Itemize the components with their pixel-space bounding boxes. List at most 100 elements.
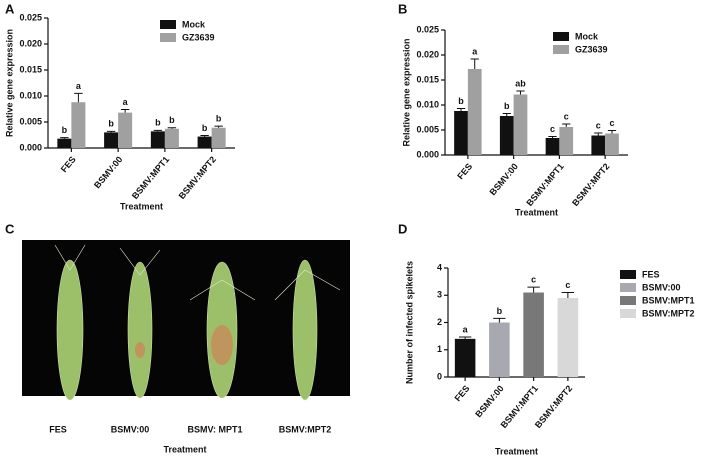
bar: [545, 138, 560, 155]
x-axis-label: Treatment: [120, 201, 163, 211]
bar: [499, 116, 514, 155]
y-tick-label: 1: [437, 344, 442, 354]
bar: [118, 112, 133, 148]
bar: [591, 135, 606, 155]
bar: [57, 138, 72, 148]
error-bar: [607, 130, 617, 134]
bar: [211, 127, 226, 148]
significance-letter: ab: [515, 78, 526, 88]
legend-label: BSMV:MPT2: [642, 308, 695, 318]
legend-label: BSMV:00: [642, 282, 681, 292]
significance-letter: c: [564, 111, 569, 121]
spike: [56, 259, 318, 401]
photo-xlabel: Treatment: [163, 444, 206, 454]
y-tick-label: 0.000: [416, 149, 439, 159]
significance-letter: c: [531, 274, 536, 284]
error-bar: [106, 130, 116, 133]
error-bar: [470, 58, 479, 69]
significance-letter: c: [596, 120, 601, 130]
legend-swatch: [620, 283, 636, 292]
significance-letter: b: [216, 114, 222, 124]
significance-letter: a: [463, 324, 469, 334]
error-bar: [120, 109, 130, 113]
bar: [150, 131, 165, 148]
y-tick-label: 0.020: [19, 38, 42, 48]
significance-letter: b: [504, 101, 510, 111]
error-bar: [548, 136, 557, 138]
y-tick-label: 0: [437, 371, 442, 381]
error-bar: [153, 129, 163, 132]
y-tick-label: 3: [437, 290, 442, 300]
significance-letter: b: [108, 119, 114, 129]
error-bar: [74, 92, 83, 103]
legend-swatch: [160, 20, 176, 29]
error-bar: [167, 127, 177, 129]
significance-letter: b: [169, 115, 175, 125]
error-bar: [493, 317, 506, 323]
y-tick-label: 0.000: [19, 142, 42, 152]
error-bar: [527, 286, 540, 293]
bar: [164, 128, 179, 148]
bar: [559, 127, 574, 155]
error-bar: [502, 113, 511, 116]
error-bar: [456, 108, 466, 111]
bar: [513, 94, 528, 155]
bar: [454, 111, 468, 155]
legend-label: BSMV:MPT1: [642, 295, 695, 305]
x-tick-label: BSMV:MPT2: [177, 154, 218, 201]
panel-label: A: [5, 1, 15, 16]
error-bar: [548, 136, 557, 138]
significance-letter: c: [565, 280, 570, 290]
y-tick-label: 0.010: [19, 90, 42, 100]
bar: [454, 338, 476, 377]
significance-letter: c: [609, 118, 614, 128]
bar: [104, 132, 119, 148]
error-bar: [594, 132, 603, 136]
y-tick-label: 0.015: [416, 74, 439, 84]
x-axis-label: Treatment: [495, 446, 538, 456]
y-axis-label: Relative gene expression: [4, 29, 14, 137]
y-tick-label: 0.015: [19, 64, 42, 74]
legend-swatch: [620, 270, 636, 279]
photo-panel: C FES BSMV:00 BSMV: MPT1 BSMV:MPT2 Treat…: [5, 221, 350, 454]
x-tick-label: FES: [453, 383, 472, 403]
photo-label: BSMV: MPT1: [187, 424, 242, 434]
x-tick-label: BSMV:MPT1: [130, 154, 171, 201]
y-axis-label: Number of infected spikelets: [404, 261, 414, 384]
error-bar: [200, 135, 209, 137]
panel-label: C: [5, 221, 15, 236]
y-tick-label: 0.005: [416, 124, 439, 134]
x-tick-label: BSMV:MPT1: [524, 161, 565, 208]
error-bar: [502, 113, 511, 116]
error-bar: [594, 132, 603, 136]
error-bar: [562, 123, 571, 127]
significance-letter: b: [62, 125, 68, 135]
error-bar: [516, 90, 525, 95]
significance-letter: b: [458, 96, 464, 106]
legend-label: GZ3639: [575, 44, 608, 54]
legend-label: FES: [642, 269, 660, 279]
legend-swatch: [553, 32, 569, 41]
legend-swatch: [553, 45, 569, 54]
error-bar: [493, 317, 506, 323]
panel-label: B: [398, 1, 407, 16]
bar: [557, 297, 579, 377]
bar: [523, 292, 544, 377]
error-bar: [153, 129, 163, 132]
legend-swatch: [160, 33, 176, 42]
bar: [71, 102, 86, 148]
error-bar: [562, 123, 571, 127]
y-tick-label: 0.020: [416, 49, 439, 59]
legend-label: Mock: [182, 19, 206, 29]
error-bar: [527, 286, 540, 293]
error-bar: [607, 130, 617, 134]
error-bar: [458, 336, 472, 339]
y-tick-label: 0.010: [416, 99, 439, 109]
significance-letter: b: [155, 118, 161, 128]
y-tick-label: 0.005: [19, 116, 42, 126]
error-bar: [60, 137, 69, 139]
error-bar: [516, 90, 525, 95]
y-tick-label: 2: [437, 317, 442, 327]
error-bar: [120, 109, 130, 113]
